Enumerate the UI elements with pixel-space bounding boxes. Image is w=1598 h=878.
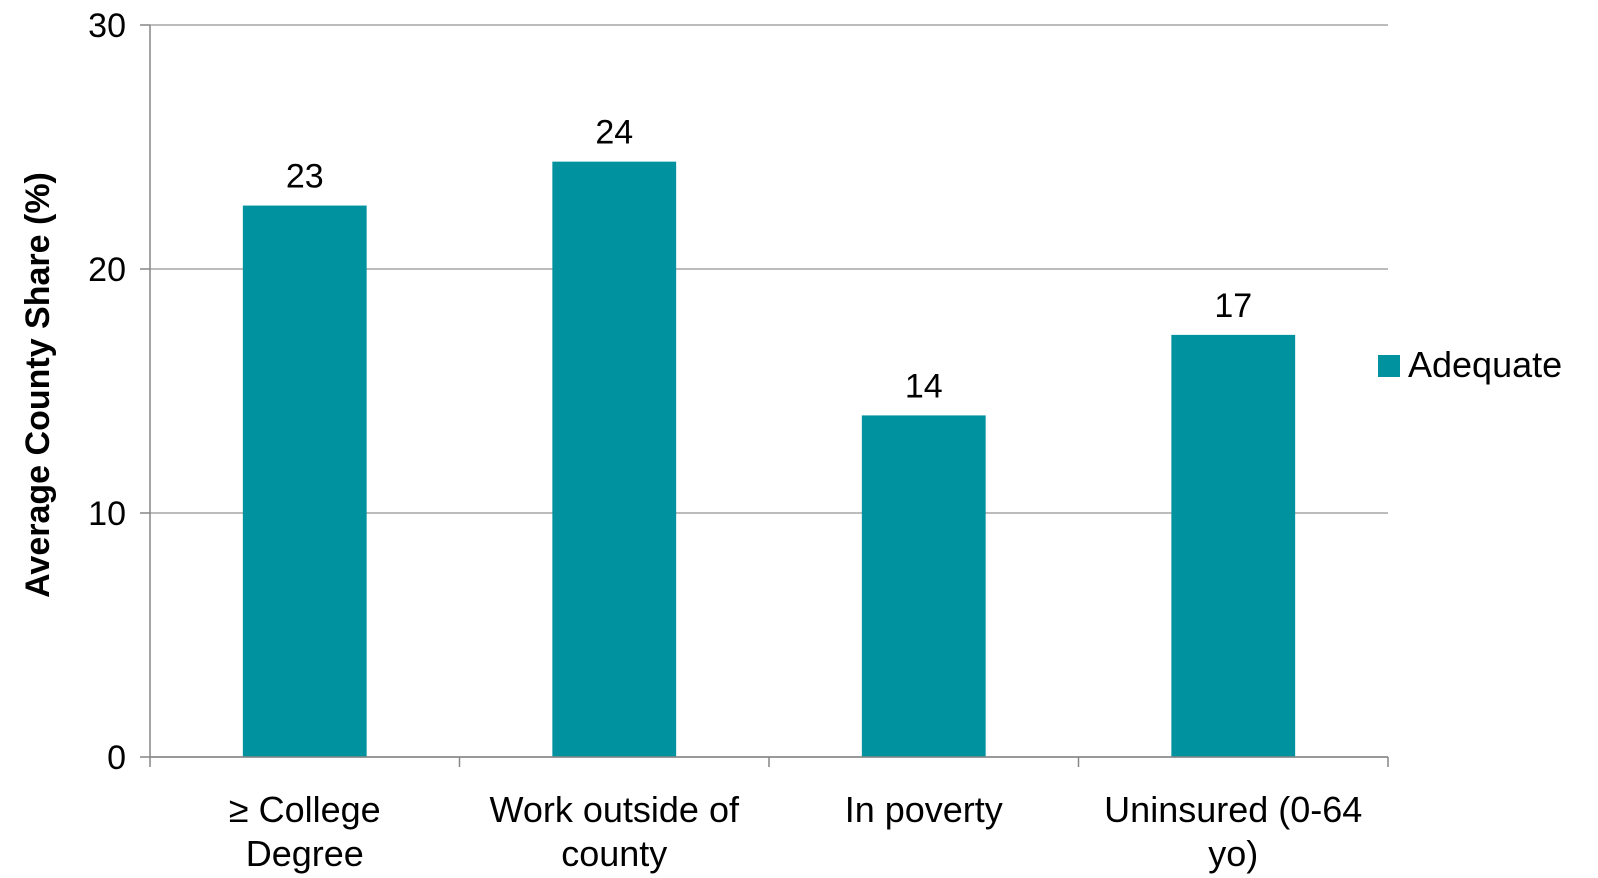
axes: [140, 24, 1389, 767]
data-label: 14: [905, 367, 943, 405]
bar: [552, 161, 677, 757]
bars: [242, 161, 1296, 757]
legend-swatch: [1378, 355, 1400, 377]
category-label: Work outside of: [490, 789, 740, 830]
bar: [242, 205, 367, 757]
y-tick-label: 20: [88, 251, 126, 289]
category-label: county: [561, 833, 667, 874]
category-label: In poverty: [845, 789, 1003, 830]
y-axis-label: Average County Share (%): [19, 172, 57, 598]
category-label: ≥ College: [229, 789, 381, 830]
y-tick-label: 10: [88, 495, 126, 533]
bar: [1171, 334, 1296, 757]
data-label: 24: [595, 114, 633, 152]
category-label: Uninsured (0-64: [1104, 789, 1362, 830]
legend-label: Adequate: [1408, 344, 1562, 385]
y-tick-label: 30: [88, 7, 126, 45]
data-label: 23: [286, 158, 324, 196]
y-tick-label: 0: [107, 739, 126, 777]
data-label: 17: [1214, 287, 1252, 325]
legend: Adequate: [1378, 344, 1562, 385]
y-tick-labels: 0 10 20 30: [88, 7, 126, 777]
category-label: yo): [1208, 833, 1258, 874]
bar: [861, 415, 986, 757]
category-label: Degree: [246, 833, 364, 874]
data-labels: 23 24 14 17: [286, 114, 1252, 406]
